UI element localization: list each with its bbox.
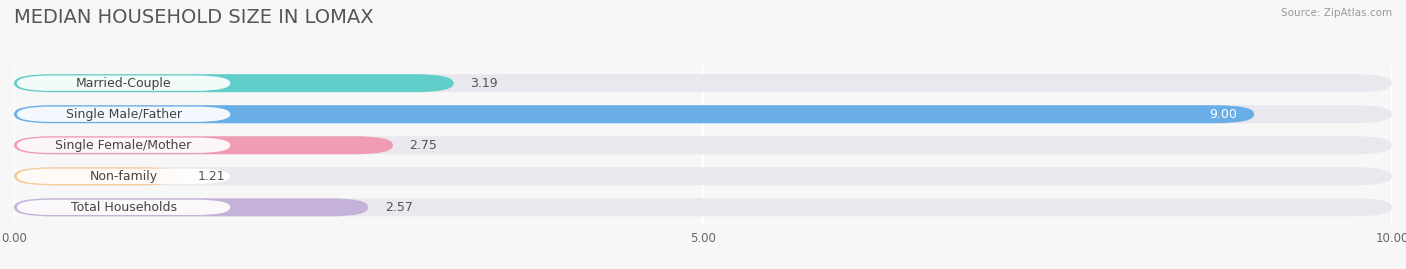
FancyBboxPatch shape <box>17 76 231 91</box>
Text: 3.19: 3.19 <box>470 77 498 90</box>
FancyBboxPatch shape <box>17 138 231 153</box>
FancyBboxPatch shape <box>17 200 231 215</box>
FancyBboxPatch shape <box>14 136 394 154</box>
Text: 1.21: 1.21 <box>197 170 225 183</box>
FancyBboxPatch shape <box>14 74 454 92</box>
FancyBboxPatch shape <box>17 107 231 122</box>
Text: Non-family: Non-family <box>90 170 157 183</box>
Text: Total Households: Total Households <box>70 201 177 214</box>
FancyBboxPatch shape <box>14 136 1392 154</box>
Text: Single Female/Mother: Single Female/Mother <box>55 139 191 152</box>
Text: 9.00: 9.00 <box>1209 108 1237 121</box>
Text: Single Male/Father: Single Male/Father <box>66 108 181 121</box>
Text: 2.75: 2.75 <box>409 139 437 152</box>
Text: 2.57: 2.57 <box>385 201 412 214</box>
FancyBboxPatch shape <box>17 169 231 184</box>
Text: MEDIAN HOUSEHOLD SIZE IN LOMAX: MEDIAN HOUSEHOLD SIZE IN LOMAX <box>14 8 374 27</box>
FancyBboxPatch shape <box>14 167 1392 185</box>
FancyBboxPatch shape <box>14 198 1392 216</box>
FancyBboxPatch shape <box>14 74 1392 92</box>
Text: Married-Couple: Married-Couple <box>76 77 172 90</box>
FancyBboxPatch shape <box>14 105 1392 123</box>
Text: Source: ZipAtlas.com: Source: ZipAtlas.com <box>1281 8 1392 18</box>
FancyBboxPatch shape <box>14 105 1254 123</box>
FancyBboxPatch shape <box>14 167 181 185</box>
FancyBboxPatch shape <box>14 198 368 216</box>
